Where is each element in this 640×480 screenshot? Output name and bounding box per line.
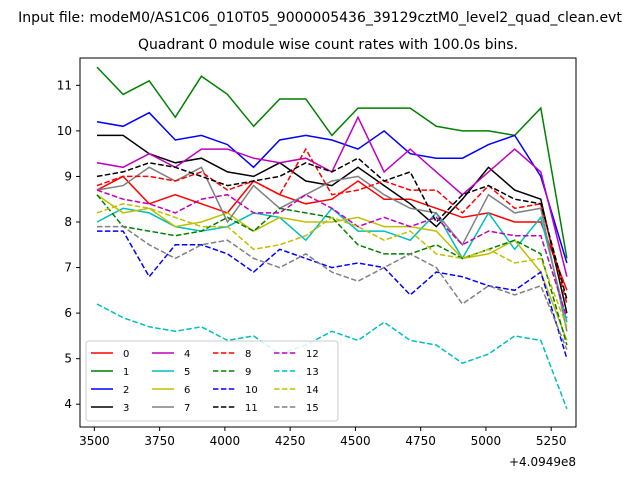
figure-suptitle: Input file: modeM0/AS1C06_010T05_9000005…: [18, 10, 622, 26]
legend-label-15: 15: [306, 403, 319, 414]
legend-label-9: 9: [245, 367, 251, 378]
x-tick-label: 5250: [536, 434, 567, 448]
y-tick-label: 9: [64, 169, 72, 183]
x-tick-label: 4250: [275, 434, 306, 448]
x-tick-label: 4000: [210, 434, 241, 448]
legend-label-2: 2: [123, 385, 129, 396]
x-tick-label: 5000: [471, 434, 502, 448]
legend-label-8: 8: [245, 349, 251, 360]
x-tick-label: 4750: [405, 434, 436, 448]
axes-layer: 3500 3750 4000 4250 4500 4750 5000 525045678910…: [57, 78, 567, 448]
series-line-6: [96, 194, 568, 341]
y-tick-label: 8: [64, 215, 72, 229]
x-tick-label: 3750: [144, 434, 175, 448]
y-tick-label: 6: [64, 306, 72, 320]
legend-label-6: 6: [184, 385, 190, 396]
series-layer: [96, 66, 568, 410]
y-tick-label: 11: [57, 78, 72, 92]
series-line-1: [96, 66, 568, 259]
series-line-14: [96, 203, 568, 328]
series-line-10: [97, 230, 568, 359]
legend-label-0: 0: [123, 349, 129, 360]
y-tick-label: 5: [64, 352, 72, 366]
legend-label-10: 10: [245, 385, 258, 396]
legend-label-4: 4: [184, 349, 190, 360]
legend-label-5: 5: [184, 367, 190, 378]
series-line-3: [97, 134, 568, 314]
y-tick-label: 7: [64, 261, 72, 275]
chart-title: Quadrant 0 module wise count rates with …: [138, 37, 518, 53]
x-tick-label: 4500: [340, 434, 371, 448]
legend-box: [85, 340, 339, 422]
series-line-11: [96, 157, 568, 300]
x-offset-label: +4.0949e8: [509, 455, 576, 469]
series-line-13: [96, 303, 568, 410]
legend-label-7: 7: [184, 403, 190, 414]
series-line-12: [96, 189, 568, 318]
series-line-15: [97, 225, 568, 350]
y-tick-label: 4: [64, 397, 72, 411]
legend-label-1: 1: [123, 367, 129, 378]
legend-label-13: 13: [306, 367, 319, 378]
series-line-2: [96, 111, 568, 264]
y-tick-label: 10: [57, 124, 72, 138]
legend-label-3: 3: [123, 403, 129, 414]
x-tick-label: 3500: [79, 434, 110, 448]
plot-frame: [79, 57, 577, 428]
legend-label-12: 12: [306, 349, 319, 360]
legend-label-11: 11: [245, 403, 258, 414]
legend-label-14: 14: [306, 385, 319, 396]
